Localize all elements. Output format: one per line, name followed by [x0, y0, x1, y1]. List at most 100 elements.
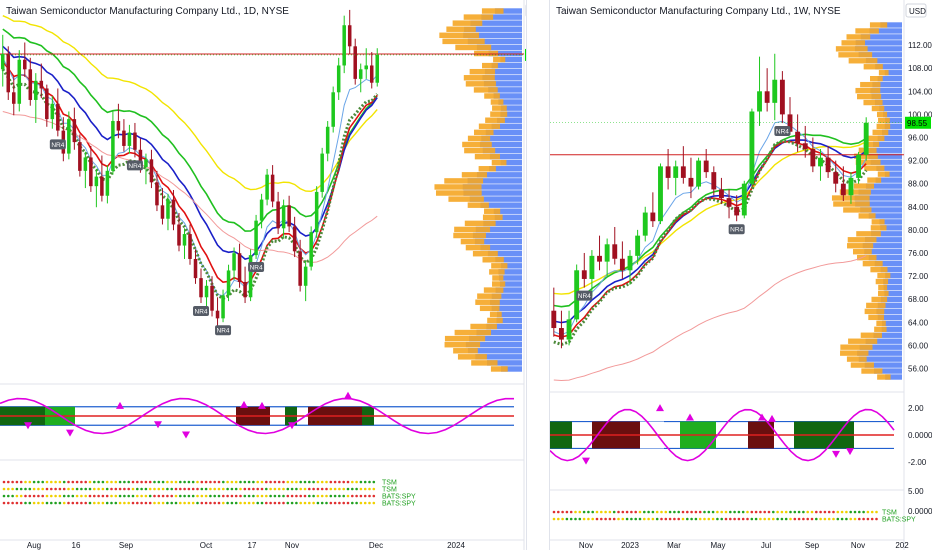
signal-dot: [694, 517, 698, 521]
signal-dot: [625, 517, 629, 521]
signal-dot: [123, 487, 126, 491]
signal-dot: [711, 510, 715, 514]
signal-dot: [213, 480, 216, 484]
volume-profile-bar: [840, 350, 869, 356]
signal-dot: [681, 510, 685, 514]
candle-body: [111, 121, 115, 171]
candle-body: [309, 232, 313, 267]
candle-body: [772, 79, 778, 103]
signal-dot: [363, 501, 367, 505]
signal-dot: [819, 517, 822, 521]
weekly-chart-svg[interactable]: 112.00 108.00 104.00 100.00 96.00 92.00 88.00 8…: [550, 0, 932, 550]
signal-dot: [351, 501, 354, 505]
signal-dot: [217, 494, 221, 498]
signal-dot: [110, 494, 113, 498]
volume-profile-bar: [500, 159, 522, 166]
volume-profile-bar: [860, 332, 882, 338]
signal-dot: [338, 480, 341, 484]
signal-dot: [265, 494, 268, 498]
volume-profile-bar: [467, 178, 522, 184]
signal-dot: [200, 501, 204, 505]
volume-profile-bar: [490, 111, 508, 117]
signal-dot: [763, 510, 766, 514]
candle-body: [105, 170, 110, 196]
signal-dot: [222, 494, 225, 498]
signal-dot: [144, 487, 148, 491]
signal-dot: [71, 501, 75, 505]
signal-dot: [750, 517, 754, 521]
volume-profile-bar: [856, 231, 881, 237]
volume-profile-bar: [490, 99, 504, 105]
volume-profile-bar: [863, 141, 880, 147]
volume-profile-bar: [452, 20, 483, 26]
signal-dot: [269, 480, 272, 484]
signal-dot: [355, 480, 358, 484]
signal-dot: [243, 501, 247, 505]
volume-profile-bar: [860, 81, 881, 88]
signal-dot: [651, 510, 655, 514]
signal-dot: [282, 480, 285, 484]
signal-dot: [351, 494, 354, 498]
volume-profile-bar: [486, 323, 522, 330]
moving-average-line: [2, 61, 378, 286]
signal-dot: [153, 501, 156, 505]
signal-dot: [239, 494, 242, 498]
daily-chart-panel[interactable]: 100.0098.0096.0094.0092.0090.0088.0086.0…: [0, 0, 526, 550]
signal-dot: [810, 517, 814, 521]
signal-dot: [845, 510, 848, 514]
volume-profile-bar: [868, 255, 902, 261]
volume-profile-bar: [876, 123, 891, 130]
signal-dot: [557, 510, 560, 514]
signal-dot: [234, 494, 238, 498]
signal-dot: [7, 480, 10, 484]
signal-dot: [170, 494, 173, 498]
signal-dot: [179, 501, 182, 505]
split-divider[interactable]: [526, 0, 550, 550]
weekly-chart-panel[interactable]: 112.00 108.00 104.00 100.00 96.00 92.00 88.00 8…: [550, 0, 932, 550]
candle-body: [155, 182, 159, 206]
daily-chart-svg[interactable]: 100.0098.0096.0094.0092.0090.0088.0086.0…: [0, 0, 526, 550]
signal-dot: [363, 494, 367, 498]
signal-dot: [754, 510, 758, 514]
signal-dot: [200, 480, 204, 484]
volume-profile-bar: [858, 52, 902, 58]
volume-profile-bar: [846, 34, 871, 40]
signal-dot: [312, 501, 315, 505]
candle-body: [78, 142, 82, 171]
signal-dot: [183, 501, 186, 505]
candle-body: [182, 234, 187, 246]
signal-dot: [308, 487, 311, 491]
volume-profile-bar: [488, 87, 522, 93]
candle-body: [127, 132, 132, 146]
signal-dot: [295, 501, 298, 505]
volume-profile-bar: [491, 123, 522, 130]
volume-profile-bar: [488, 166, 522, 172]
volume-profile-bar: [439, 32, 480, 39]
volume-profile-bar: [482, 75, 522, 81]
signal-dot: [346, 494, 350, 498]
signal-dot: [54, 494, 57, 498]
signal-dot: [862, 510, 865, 514]
volume-profile-bar: [489, 269, 505, 275]
signal-dot: [621, 517, 625, 521]
signal-dot: [595, 517, 599, 521]
volume-profile-bar: [484, 208, 501, 214]
volume-profile-bar: [870, 87, 902, 94]
nr4-marker: [774, 126, 791, 137]
time-tick-label: 202: [895, 541, 909, 550]
signal-dot: [772, 517, 775, 521]
price-tick-label: 112.00: [908, 41, 932, 50]
volume-profile-bar: [493, 56, 506, 63]
signal-dot: [247, 494, 251, 498]
signal-dot: [325, 487, 328, 491]
signal-dot: [312, 487, 315, 491]
nr4-label: NR4: [730, 227, 743, 234]
signal-dot: [252, 480, 255, 484]
signal-dot: [303, 487, 307, 491]
moving-average-line: [553, 139, 868, 347]
candle-body: [734, 206, 740, 216]
price-tick-label: 68.00: [908, 295, 929, 304]
signal-dot: [655, 510, 659, 514]
signal-dot: [333, 501, 337, 505]
signal-dot: [161, 494, 165, 498]
